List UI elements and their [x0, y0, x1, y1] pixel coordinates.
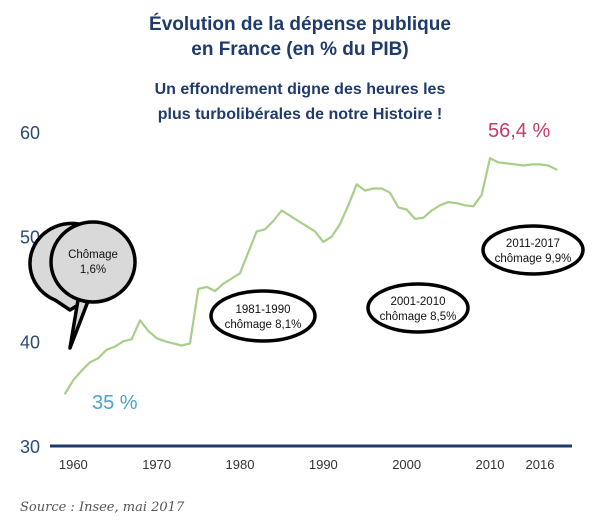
- callout-line-2: chômage 8,5%: [380, 311, 457, 323]
- callout-line-2: 1,6%: [80, 264, 106, 276]
- x-tick-label: 1990: [309, 457, 338, 472]
- data-point: [114, 345, 116, 348]
- speech-bubble-tail: [68, 295, 92, 350]
- data-point: [164, 340, 166, 343]
- data-point: [130, 338, 133, 341]
- data-point: [80, 369, 83, 372]
- callout-line-2: chômage 8,1%: [225, 319, 302, 331]
- data-point: [97, 357, 100, 359]
- data-point: [330, 235, 333, 238]
- data-point: [389, 191, 391, 194]
- callout-line-1: 2011-2017: [506, 238, 560, 250]
- data-point: [222, 282, 225, 285]
- data-point: [439, 204, 441, 207]
- start-value-label: 35 %: [92, 392, 138, 414]
- data-point: [455, 202, 458, 205]
- data-point: [139, 319, 141, 322]
- data-point: [264, 228, 266, 231]
- data-point: [230, 277, 233, 280]
- data-point: [380, 187, 383, 190]
- data-point: [339, 223, 341, 226]
- data-point: [430, 209, 433, 212]
- data-point: [447, 201, 450, 204]
- chart-subtitle-line-2: plus turbolibérales de notre Histoire !: [157, 106, 443, 123]
- data-point: [197, 288, 200, 290]
- x-tick-label: 1970: [142, 457, 171, 472]
- source-note: Source : Insee, mai 2017: [20, 500, 185, 515]
- x-tick-label: 2010: [476, 457, 505, 472]
- callout-ellipse: [481, 224, 585, 276]
- callout-ellipse: [209, 289, 317, 343]
- data-point: [547, 164, 550, 167]
- series-points: [64, 157, 558, 395]
- data-point: [322, 241, 325, 243]
- data-point: [355, 183, 358, 186]
- data-point: [405, 208, 408, 211]
- data-point: [347, 204, 350, 207]
- data-point: [414, 218, 416, 220]
- data-point: [489, 157, 491, 160]
- data-point: [255, 230, 258, 233]
- callout-2001-2010: 2001-2010 chômage 8,5%: [366, 282, 470, 334]
- data-point: [289, 214, 291, 217]
- chart-title-line-1: Évolution de la dépense publique: [149, 14, 451, 35]
- callout-ellipse: [366, 282, 470, 334]
- data-point: [314, 230, 316, 233]
- x-axis-tick-labels: 1960 1970 1980 1990 2000 2010 2016: [59, 457, 555, 472]
- data-point: [239, 272, 241, 275]
- y-tick-label: 60: [20, 123, 40, 143]
- data-point: [189, 342, 191, 345]
- callout-line-1: Chômage: [68, 249, 118, 261]
- data-point: [497, 161, 500, 164]
- data-point: [122, 340, 125, 343]
- data-point: [472, 205, 475, 208]
- speech-bubble-body: [49, 220, 137, 304]
- data-point: [64, 392, 66, 395]
- x-tick-label: 2016: [526, 457, 555, 472]
- data-point: [505, 162, 508, 165]
- data-point: [297, 220, 300, 222]
- chart-title-line-2: en France (en % du PIB): [191, 39, 409, 60]
- data-point: [539, 163, 541, 166]
- data-point: [180, 344, 183, 347]
- x-tick-label: 1980: [226, 457, 255, 472]
- data-point: [372, 187, 375, 190]
- callout-line-2: chômage 9,9%: [495, 253, 572, 265]
- data-point: [214, 290, 216, 292]
- callout-line-1: 1981-1990: [236, 304, 291, 316]
- data-point: [72, 379, 75, 381]
- data-point: [172, 342, 175, 345]
- data-point: [530, 163, 533, 166]
- y-tick-label: 40: [20, 332, 40, 352]
- data-point: [422, 216, 425, 219]
- data-point: [272, 220, 275, 222]
- data-point: [155, 337, 158, 340]
- callout-line-1: 2001-2010: [391, 296, 446, 308]
- callout-1981-1990: 1981-1990 chômage 8,1%: [209, 289, 317, 343]
- data-point: [397, 206, 400, 209]
- data-point: [205, 286, 208, 288]
- data-point: [464, 204, 466, 207]
- data-point: [364, 189, 366, 192]
- data-point: [247, 251, 250, 254]
- callout-chomage-1960: Chômage 1,6%: [28, 220, 137, 350]
- chart-subtitle-line-1: Un effondrement digne des heures les: [154, 81, 446, 98]
- callout-2011-2017: 2011-2017 chômage 9,9%: [481, 224, 585, 276]
- data-point: [555, 168, 558, 171]
- data-point: [305, 225, 308, 228]
- data-point: [280, 209, 283, 212]
- data-point: [89, 361, 91, 364]
- y-tick-label: 30: [20, 437, 40, 457]
- x-tick-label: 1960: [59, 457, 88, 472]
- data-point: [522, 164, 525, 167]
- data-point: [514, 163, 516, 166]
- data-point: [480, 193, 483, 196]
- series-line: [64, 157, 558, 395]
- data-point: [147, 330, 150, 332]
- end-value-label: 56,4 %: [488, 120, 550, 142]
- x-tick-label: 2000: [392, 457, 421, 472]
- data-point: [105, 348, 108, 351]
